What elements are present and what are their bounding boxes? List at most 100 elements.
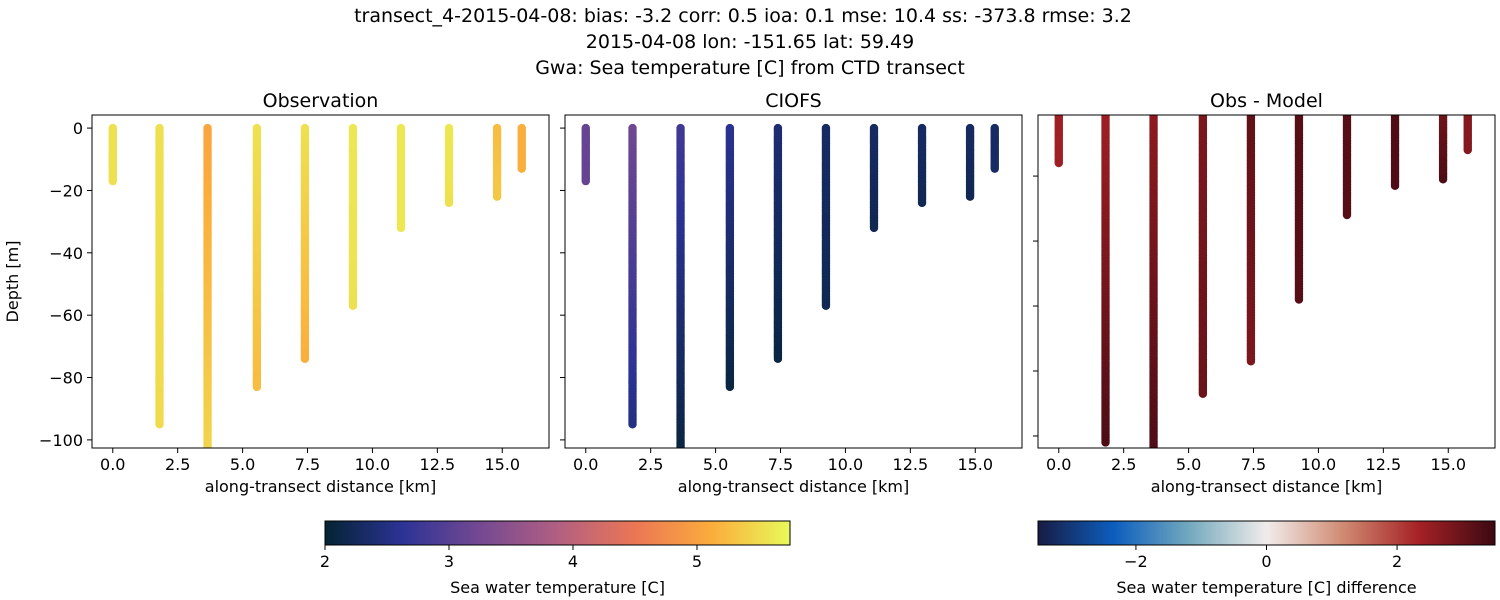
data-point (628, 420, 637, 429)
cast-3 (676, 123, 685, 448)
colorbar-gradient (1037, 520, 1496, 546)
cast-7 (869, 123, 879, 233)
data-point (1342, 210, 1352, 220)
colorbar-tick-label: 5 (692, 552, 702, 571)
x-axis-label: along-transect distance [km] (205, 477, 436, 496)
cast-2 (155, 123, 164, 429)
data-point (1438, 175, 1448, 184)
x-tick-label: 12.5 (893, 455, 929, 474)
colorbar-tick-label: 3 (444, 552, 454, 571)
x-tick-label: 15.0 (957, 455, 993, 474)
data-point (1441, 115, 1445, 116)
data-point (676, 445, 685, 448)
data-point (492, 192, 502, 201)
panel-title: Observation (263, 90, 379, 112)
axes-frame (91, 114, 550, 449)
data-point (581, 176, 590, 186)
data-point (300, 354, 310, 364)
panel-2: CIOFS 0.0 2.5 5.0 7.5 10.0 12.5 15.0 along-trans… (560, 90, 1023, 496)
y-tick-label: −20 (49, 181, 83, 200)
x-tick-label: 5.0 (703, 455, 728, 474)
title-line-3: Gwa: Sea temperature [C] from CTD transe… (535, 57, 965, 79)
data-point (1466, 115, 1470, 116)
data-point (252, 382, 262, 392)
x-tick-label: 15.0 (484, 455, 520, 474)
cast-2 (628, 123, 637, 429)
data-point (1057, 115, 1061, 116)
x-tick-label: 0.0 (100, 455, 125, 474)
x-tick-label: 10.0 (828, 455, 864, 474)
data-point (155, 420, 164, 429)
cast-3 (203, 123, 212, 448)
y-tick-label: −80 (49, 369, 83, 388)
cast-7 (396, 123, 406, 233)
data-point (1151, 115, 1156, 116)
x-tick-label: 7.5 (768, 455, 793, 474)
colorbar-tick-label: 2 (320, 552, 330, 571)
data-point (725, 382, 735, 392)
x-tick-label: 2.5 (165, 455, 190, 474)
data-point (1390, 181, 1400, 191)
data-point (108, 176, 117, 186)
cast-6 (1294, 115, 1304, 304)
x-tick-label: 7.5 (1241, 455, 1266, 474)
data-point (1463, 145, 1472, 155)
data-point (203, 445, 212, 448)
data-point (917, 198, 927, 208)
x-tick-label: 5.0 (1176, 455, 1201, 474)
data-point (517, 164, 526, 173)
panel-3: Obs - Model 0.0 2.5 5.0 7.5 10.0 12.5 15.0 along… (1033, 90, 1496, 496)
cast-5 (300, 123, 310, 364)
colorbar-tick-label: −2 (1124, 552, 1148, 571)
x-tick-label: 12.5 (1366, 455, 1402, 474)
cast-8 (1390, 115, 1400, 191)
x-tick-label: 10.0 (355, 455, 391, 474)
cast-5 (1246, 115, 1256, 366)
casts (108, 123, 526, 448)
colorbar-2: −2 0 2 Sea water temperature [C] difference (1037, 520, 1496, 597)
cast-9 (1438, 115, 1448, 184)
cast-7 (1342, 115, 1352, 220)
x-tick-label: 0.0 (1046, 455, 1071, 474)
data-point (1101, 438, 1110, 447)
cast-8 (444, 123, 454, 208)
data-point (1393, 115, 1397, 116)
data-point (1345, 115, 1349, 116)
axes-frame (564, 114, 1023, 449)
data-point (1246, 357, 1256, 366)
data-point (1149, 448, 1157, 456)
data-point (444, 198, 454, 208)
x-tick-label: 15.0 (1430, 455, 1466, 474)
x-tick-label: 12.5 (420, 455, 456, 474)
data-point (990, 164, 999, 173)
data-point (1201, 115, 1205, 116)
data-point (773, 354, 783, 364)
colorbar-label: Sea water temperature [C] (450, 578, 665, 597)
data-point (1054, 158, 1063, 168)
cast-9 (965, 123, 975, 201)
data-point (821, 301, 831, 311)
data-point (1149, 450, 1157, 458)
colorbar-label: Sea water temperature [C] difference (1116, 578, 1416, 597)
cast-1 (1054, 115, 1063, 168)
data-point (348, 301, 358, 311)
panel-1: Observation 0.0 2.5 5.0 7.5 10.0 12.5 15.0 along… (3, 90, 550, 496)
y-tick-label: −40 (49, 244, 83, 263)
x-tick-label: 2.5 (638, 455, 663, 474)
data-point (1294, 295, 1304, 304)
cast-3 (1149, 115, 1158, 458)
cast-10 (1463, 115, 1472, 155)
cast-4 (1198, 115, 1208, 398)
cast-4 (252, 123, 262, 392)
x-tick-label: 5.0 (230, 455, 255, 474)
y-axis-label: Depth [m] (3, 241, 22, 323)
x-axis-label: along-transect distance [km] (678, 477, 909, 496)
cast-8 (917, 123, 927, 208)
casts (581, 123, 999, 448)
data-point (869, 223, 879, 233)
data-point (1198, 389, 1208, 398)
title-line-1: transect_4-2015-04-08: bias: -3.2 corr: … (354, 5, 1132, 27)
cast-4 (725, 123, 735, 392)
casts (1054, 115, 1472, 458)
